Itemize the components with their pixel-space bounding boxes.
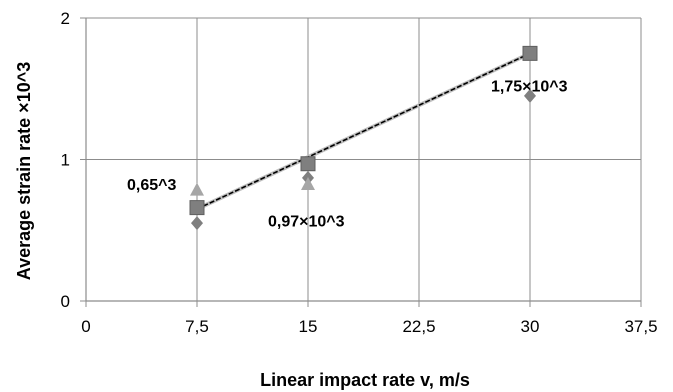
x-tick-label: 15: [299, 317, 318, 336]
y-tick-label: 1: [61, 151, 70, 170]
y-axis-title: Average strain rate ×10^3: [14, 62, 34, 280]
square-marker: [300, 156, 316, 172]
diamond-marker: [524, 88, 536, 103]
x-tick-label: 30: [521, 317, 540, 336]
triangle-marker: [301, 176, 315, 190]
data-label: 0,65^3: [127, 177, 176, 194]
x-tick-label: 37,5: [624, 317, 657, 336]
y-tick-label: 0: [61, 292, 70, 311]
tick-labels: 0 7,5 15 22,5 30 37,5 0 1 2: [61, 9, 658, 336]
x-tick-label: 22,5: [402, 317, 435, 336]
diamond-marker: [191, 216, 203, 231]
square-marker: [522, 45, 538, 61]
x-tick-label: 0: [81, 317, 90, 336]
x-axis-title: Linear impact rate v, m/s: [260, 370, 470, 390]
trendline: [196, 52, 531, 210]
x-tick-label: 7,5: [185, 317, 209, 336]
data-label: 0,97×10^3: [268, 214, 345, 231]
axes: [85, 18, 641, 302]
data-labels: 0,65^3 0,97×10^3 1,75×10^3: [127, 78, 568, 230]
triangle-marker: [190, 182, 204, 196]
y-tick-label: 2: [61, 9, 70, 28]
data-points: [189, 45, 538, 231]
trendline-group: [196, 51, 531, 211]
square-marker: [189, 200, 205, 216]
grid-lines: [80, 17, 642, 307]
data-label: 1,75×10^3: [491, 78, 568, 95]
